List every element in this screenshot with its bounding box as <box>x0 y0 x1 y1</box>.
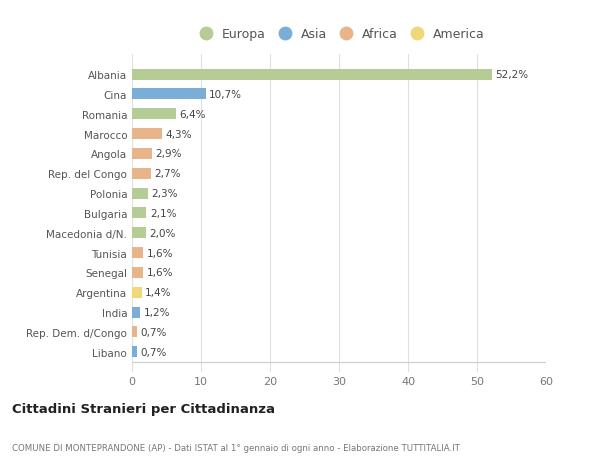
Bar <box>132 307 140 318</box>
Bar <box>132 69 492 80</box>
Text: 1,6%: 1,6% <box>146 268 173 278</box>
Text: 4,3%: 4,3% <box>165 129 191 139</box>
Text: COMUNE DI MONTEPRANDONE (AP) - Dati ISTAT al 1° gennaio di ogni anno - Elaborazi: COMUNE DI MONTEPRANDONE (AP) - Dati ISTA… <box>12 443 460 452</box>
Bar <box>132 89 206 100</box>
Bar <box>132 228 146 239</box>
Text: 0,7%: 0,7% <box>140 347 167 357</box>
Text: 2,0%: 2,0% <box>149 228 176 238</box>
Bar <box>132 247 143 258</box>
Text: 10,7%: 10,7% <box>209 90 242 100</box>
Bar <box>132 129 161 140</box>
Text: 2,7%: 2,7% <box>154 169 181 179</box>
Text: 2,3%: 2,3% <box>151 189 178 199</box>
Text: Cittadini Stranieri per Cittadinanza: Cittadini Stranieri per Cittadinanza <box>12 403 275 415</box>
Legend: Europa, Asia, Africa, America: Europa, Asia, Africa, America <box>188 23 490 46</box>
Text: 2,9%: 2,9% <box>155 149 182 159</box>
Text: 0,7%: 0,7% <box>140 327 167 337</box>
Text: 1,6%: 1,6% <box>146 248 173 258</box>
Text: 2,1%: 2,1% <box>150 208 176 218</box>
Text: 1,2%: 1,2% <box>144 308 170 317</box>
Bar <box>132 168 151 179</box>
Bar <box>132 267 143 278</box>
Bar <box>132 109 176 120</box>
Text: 1,4%: 1,4% <box>145 288 172 297</box>
Bar <box>132 347 137 358</box>
Bar <box>132 208 146 219</box>
Bar <box>132 287 142 298</box>
Text: 52,2%: 52,2% <box>496 70 529 80</box>
Bar <box>132 149 152 160</box>
Bar <box>132 188 148 199</box>
Text: 6,4%: 6,4% <box>179 110 206 119</box>
Bar <box>132 327 137 338</box>
